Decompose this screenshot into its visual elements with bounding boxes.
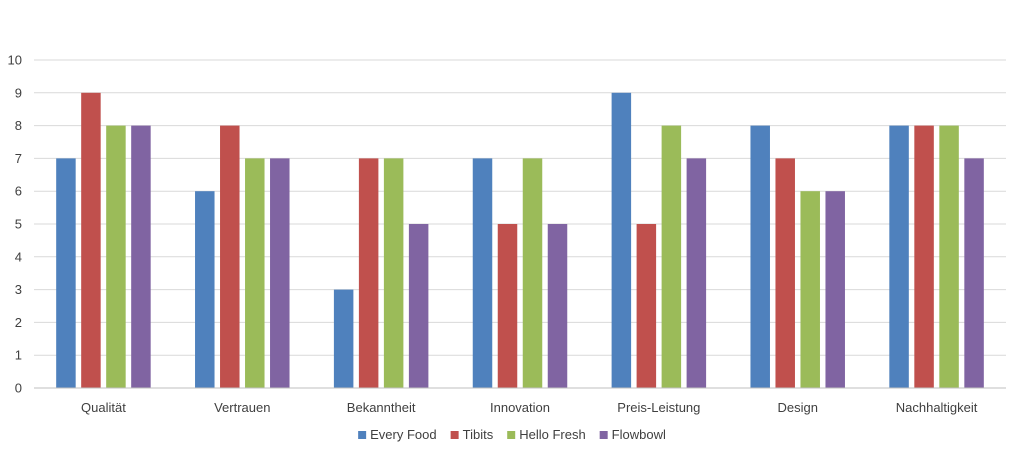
bar [358, 158, 379, 388]
bar [270, 158, 290, 388]
x-tick-label: Qualität [81, 400, 126, 415]
legend-swatch [358, 431, 367, 439]
bar [333, 289, 354, 388]
bar [383, 158, 404, 388]
bar [195, 191, 215, 388]
y-tick-label: 8 [15, 118, 22, 133]
y-tick-label: 7 [15, 151, 22, 166]
legend-item: Every Food [358, 427, 437, 442]
legend-label: Flowbowl [612, 427, 666, 442]
y-tick-label: 4 [15, 249, 22, 264]
bars [56, 92, 984, 389]
bar [220, 125, 240, 388]
bar [636, 224, 657, 388]
bar [775, 158, 795, 388]
y-tick-label: 1 [15, 348, 22, 363]
legend: Every Food Tibits Hello Fresh Flowbowl [358, 427, 666, 442]
y-tick-label: 9 [15, 85, 22, 100]
bar [56, 158, 76, 388]
bar [245, 158, 265, 388]
bar [472, 158, 493, 388]
bar [81, 92, 101, 389]
x-tick-label: Vertrauen [214, 400, 270, 415]
bar [889, 125, 909, 388]
bar [408, 224, 429, 388]
y-tick-label: 2 [15, 315, 22, 330]
bar [131, 125, 151, 388]
y-tick-label: 5 [15, 217, 22, 232]
bar [939, 125, 959, 388]
bar [800, 191, 820, 388]
bar [914, 125, 934, 388]
x-tick-label: Innovation [490, 400, 550, 415]
y-axis-ticks: 0 1 2 3 4 5 6 7 8 9 10 [8, 53, 22, 396]
legend-swatch [599, 431, 608, 439]
x-tick-label: Nachhaltigkeit [896, 400, 978, 415]
x-tick-label: Preis-Leistung [617, 400, 700, 415]
bar [611, 92, 632, 389]
bar [106, 125, 126, 388]
x-tick-label: Bekanntheit [347, 400, 416, 415]
bar [750, 125, 770, 388]
y-tick-label: 10 [8, 53, 22, 68]
legend-label: Hello Fresh [519, 427, 585, 442]
y-tick-label: 3 [15, 282, 22, 297]
legend-label: Every Food [370, 427, 436, 442]
bar [825, 191, 845, 388]
legend-item: Flowbowl [599, 427, 666, 442]
y-tick-label: 6 [15, 184, 22, 199]
y-tick-label: 0 [15, 381, 22, 396]
bar [964, 158, 984, 388]
x-axis: Qualität Vertrauen Bekanntheit Innovation Pr… [34, 387, 1006, 415]
bar [522, 158, 543, 388]
gridlines [34, 59, 1006, 356]
bar [661, 125, 682, 388]
legend-swatch [507, 431, 516, 439]
bar [547, 224, 568, 388]
bar [686, 158, 707, 388]
bar [497, 224, 518, 388]
legend-item: Tibits [450, 427, 494, 442]
legend-label: Tibits [463, 427, 494, 442]
legend-swatch [450, 431, 459, 439]
x-tick-label: Design [777, 400, 817, 415]
legend-item: Hello Fresh [507, 427, 586, 442]
